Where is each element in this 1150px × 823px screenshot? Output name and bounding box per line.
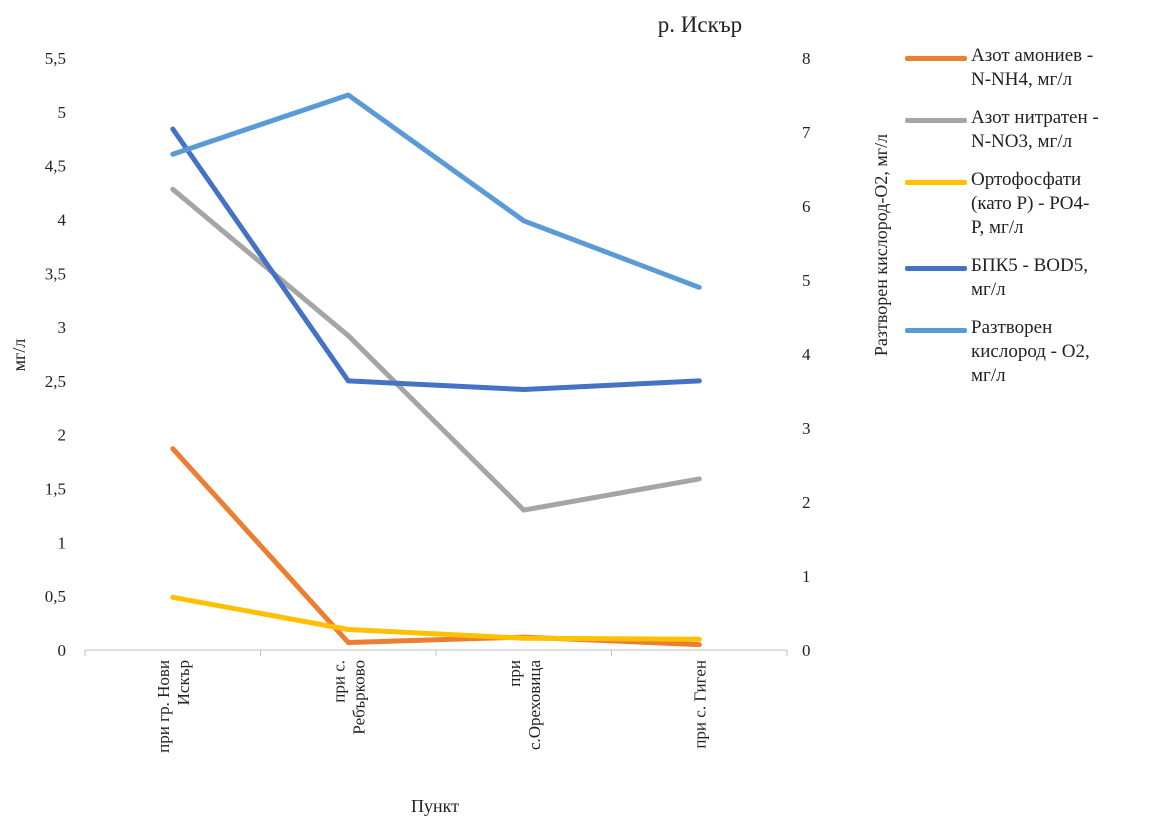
y2-tick-label: 3	[802, 419, 811, 438]
legend-swatch	[905, 328, 967, 333]
legend-label-line: Разтворен	[971, 317, 1053, 338]
series-lines	[170, 92, 702, 648]
x-tick-label-line: с.Ореховица	[525, 660, 544, 750]
x-tick-label: при с. Гиген	[690, 660, 709, 749]
x-tick-label: при гр. Нови Искър	[154, 660, 193, 753]
x-tick-label-line: при с. Гиген	[690, 660, 709, 749]
x-tick-label-line: при с.	[329, 660, 348, 703]
legend-item-5: Разтворен кислород - O2, мг/л	[905, 316, 1145, 388]
x-tick-label-line: при гр. Нови	[154, 660, 173, 753]
y-tick-label: 4	[58, 210, 67, 229]
x-tick-label-line: Искър	[174, 660, 193, 705]
x-tick-label-line: при	[505, 660, 524, 687]
y-tick-label: 4,5	[45, 157, 66, 176]
y-tick-label: 1	[58, 533, 67, 552]
legend-label-line: кислород - O2,	[971, 341, 1090, 362]
x-tick-label-line: Ребърково	[349, 660, 368, 735]
x-tick-label: при с.Ореховица	[505, 660, 544, 750]
series-line-2	[170, 186, 702, 513]
y-tick-label: 3	[58, 318, 67, 337]
y-tick-label: 0,5	[45, 587, 66, 606]
legend-label-line: мг/л	[971, 279, 1006, 300]
legend-item-4: БПК5 - BOD5, мг/л	[905, 254, 1145, 302]
legend-label-line: БПК5 - BOD5,	[971, 255, 1088, 276]
legend-label-line: Ортофосфати	[971, 169, 1082, 190]
y-tick-label: 3,5	[45, 264, 66, 283]
legend-label-line: N-NO3, мг/л	[971, 131, 1073, 152]
series-line-3	[170, 594, 702, 642]
y-tick-label: 2,5	[45, 372, 66, 391]
y2-tick-label: 8	[802, 49, 811, 68]
tick-labels: 0 0,5 1 1,5 2 2,5 3 3,5 4 4,5 5 5,5 0 1 2 3 4 5 6 7 8 при гр.…	[45, 49, 811, 753]
y-tick-label: 2	[58, 426, 67, 445]
legend-label-line: мг/л	[971, 365, 1006, 386]
legend-label-line: P, мг/л	[971, 217, 1024, 238]
y-tick-label: 5,5	[45, 49, 66, 68]
y2-tick-label: 1	[802, 567, 811, 586]
legend-item-1: Азот амониев - N-NH4, мг/л	[905, 44, 1145, 92]
legend-label-line: Азот амониев -	[971, 45, 1094, 66]
legend-swatch	[905, 266, 967, 271]
y2-tick-label: 6	[802, 197, 811, 216]
series-line-5	[170, 92, 702, 290]
y2-tick-label: 4	[802, 345, 811, 364]
legend-label-line: Азот нитратен -	[971, 107, 1099, 128]
y-tick-label: 5	[58, 103, 67, 122]
y2-tick-label: 0	[802, 641, 811, 660]
y2-axis-title: Разтворен кислород-O2, мг/л	[871, 134, 891, 356]
legend-swatch	[905, 180, 967, 185]
chart-title: р. Искър	[658, 12, 742, 37]
x-axis-title: Пункт	[411, 796, 459, 816]
legend-swatch	[905, 56, 967, 61]
y2-tick-label: 5	[802, 271, 811, 290]
legend: Азот амониев - N-NH4, мг/л Азот нитратен -…	[905, 44, 1145, 402]
legend-label-line: (като Р) - PO4-	[971, 193, 1090, 214]
y-tick-label: 1,5	[45, 480, 66, 499]
axes	[84, 649, 788, 656]
y2-tick-label: 7	[802, 123, 811, 142]
y-axis-title: мг/л	[9, 339, 29, 372]
legend-item-2: Азот нитратен - N-NO3, мг/л	[905, 106, 1145, 154]
y2-tick-label: 2	[802, 493, 811, 512]
y-tick-label: 0	[58, 641, 67, 660]
legend-item-3: Ортофосфати (като Р) - PO4- P, мг/л	[905, 168, 1145, 240]
series-line-4	[170, 126, 702, 392]
series-line-1	[170, 446, 702, 648]
legend-swatch	[905, 118, 967, 123]
legend-label-line: N-NH4, мг/л	[971, 69, 1073, 90]
x-tick-label: при с. Ребърково	[329, 660, 368, 735]
